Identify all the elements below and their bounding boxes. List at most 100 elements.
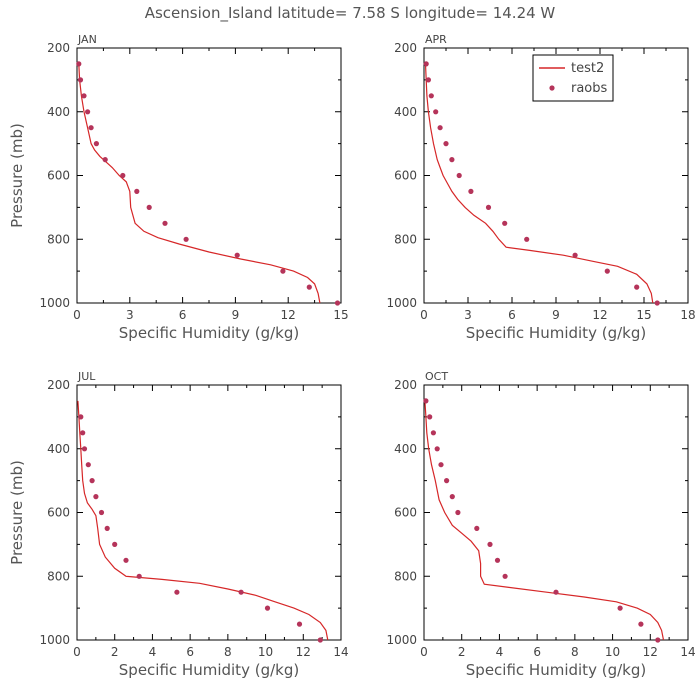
data-point-raobs bbox=[449, 494, 455, 500]
data-point-raobs bbox=[494, 557, 501, 563]
legend-label-model: test2 bbox=[571, 61, 604, 76]
data-point-raobs bbox=[423, 398, 429, 404]
data-point-raobs bbox=[638, 621, 644, 627]
x-tick-label: 15 bbox=[333, 308, 348, 322]
data-point-raobs bbox=[76, 61, 82, 67]
plot-frame bbox=[76, 47, 342, 304]
series-line-test2 bbox=[77, 400, 329, 641]
y-tick-label: 1000 bbox=[39, 633, 70, 647]
y-tick-label: 200 bbox=[394, 41, 417, 55]
data-point-raobs bbox=[183, 236, 189, 242]
data-point-raobs bbox=[146, 204, 152, 210]
data-point-raobs bbox=[78, 414, 84, 420]
y-tick-label: 600 bbox=[394, 506, 417, 520]
data-point-raobs bbox=[572, 252, 578, 258]
y-tick-label: 400 bbox=[47, 442, 70, 456]
x-tick-label: 3 bbox=[464, 308, 472, 322]
data-point-raobs bbox=[85, 462, 91, 468]
x-tick-label: 2 bbox=[458, 645, 466, 659]
data-point-raobs bbox=[93, 494, 99, 500]
data-point-raobs bbox=[502, 220, 508, 226]
data-point-raobs bbox=[634, 284, 640, 290]
x-tick-label: 9 bbox=[232, 308, 240, 322]
data-point-raobs bbox=[423, 61, 429, 67]
data-point-raobs bbox=[437, 125, 443, 131]
x-axis-label: Specific Humidity (g/kg) bbox=[466, 661, 646, 679]
y-tick-label: 400 bbox=[47, 105, 70, 119]
data-point-raobs bbox=[428, 93, 434, 99]
y-tick-label: 200 bbox=[47, 41, 70, 55]
plot-frame bbox=[76, 384, 342, 641]
data-point-raobs bbox=[430, 430, 436, 436]
data-point-raobs bbox=[485, 204, 492, 210]
data-point-raobs bbox=[444, 478, 450, 484]
data-point-raobs bbox=[81, 446, 88, 452]
figure-title: Ascension_Island latitude= 7.58 S longit… bbox=[145, 4, 556, 23]
x-tick-label: 6 bbox=[533, 645, 541, 659]
data-point-raobs bbox=[553, 589, 559, 595]
data-point-raobs bbox=[443, 141, 449, 147]
x-tick-label: 0 bbox=[73, 645, 81, 659]
panel-jan: JAN 0 3 6 9 12 15 200 400 600 800 1000 Specific Humi… bbox=[8, 33, 349, 342]
data-point-raobs bbox=[264, 605, 271, 611]
data-point-raobs bbox=[123, 557, 129, 563]
legend-dot-swatch bbox=[549, 85, 555, 91]
data-point-raobs bbox=[468, 188, 474, 194]
x-tick-label: 14 bbox=[680, 645, 695, 659]
y-axis-label: Pressure (mb) bbox=[8, 123, 26, 228]
legend: test2 raobs bbox=[532, 54, 614, 102]
legend-box bbox=[532, 54, 614, 102]
panel-title: JAN bbox=[77, 33, 97, 46]
data-point-raobs bbox=[474, 525, 480, 532]
data-point-raobs bbox=[306, 284, 312, 290]
x-tick-label: 4 bbox=[496, 645, 504, 659]
y-tick-label: 1000 bbox=[386, 296, 417, 310]
x-tick-label: 6 bbox=[179, 308, 187, 322]
y-tick-label: 400 bbox=[394, 105, 417, 119]
panel-title: APR bbox=[425, 33, 447, 46]
x-tick-label: 0 bbox=[420, 308, 428, 322]
data-point-raobs bbox=[85, 109, 91, 115]
data-point-raobs bbox=[280, 268, 286, 274]
y-tick-label: 600 bbox=[394, 169, 417, 183]
x-tick-label: 6 bbox=[186, 645, 194, 659]
x-tick-label: 0 bbox=[73, 308, 81, 322]
legend-label-obs: raobs bbox=[571, 81, 608, 96]
data-point-raobs bbox=[120, 172, 126, 179]
data-point-raobs bbox=[88, 125, 94, 131]
x-axis-label: Specific Humidity (g/kg) bbox=[466, 324, 646, 342]
x-tick-label: 14 bbox=[333, 645, 348, 659]
data-point-raobs bbox=[455, 509, 461, 516]
data-point-raobs bbox=[317, 637, 323, 643]
x-tick-label: 18 bbox=[680, 308, 695, 322]
x-tick-label: 8 bbox=[224, 645, 232, 659]
y-tick-label: 200 bbox=[394, 378, 417, 392]
data-point-raobs bbox=[604, 268, 610, 274]
data-point-raobs bbox=[433, 109, 439, 115]
y-tick-label: 800 bbox=[47, 569, 70, 583]
y-tick-label: 600 bbox=[47, 169, 70, 183]
x-tick-label: 3 bbox=[126, 308, 134, 322]
y-tick-label: 200 bbox=[47, 378, 70, 392]
data-point-raobs bbox=[89, 478, 95, 484]
data-point-raobs bbox=[456, 172, 462, 179]
x-tick-label: 10 bbox=[605, 645, 620, 659]
data-point-raobs bbox=[238, 589, 244, 595]
x-tick-label: 6 bbox=[508, 308, 516, 322]
data-point-raobs bbox=[438, 462, 444, 468]
data-point-raobs bbox=[102, 157, 108, 163]
data-point-raobs bbox=[136, 573, 142, 579]
data-point-raobs bbox=[654, 300, 660, 306]
x-tick-label: 2 bbox=[111, 645, 119, 659]
x-tick-label: 10 bbox=[258, 645, 273, 659]
series-line-test2 bbox=[424, 63, 654, 304]
data-point-raobs bbox=[617, 605, 623, 611]
data-point-raobs bbox=[449, 157, 455, 163]
data-point-raobs bbox=[98, 509, 105, 516]
data-point-raobs bbox=[655, 637, 661, 643]
x-tick-label: 12 bbox=[296, 645, 311, 659]
data-point-raobs bbox=[434, 446, 440, 452]
plot-frame bbox=[423, 384, 689, 641]
